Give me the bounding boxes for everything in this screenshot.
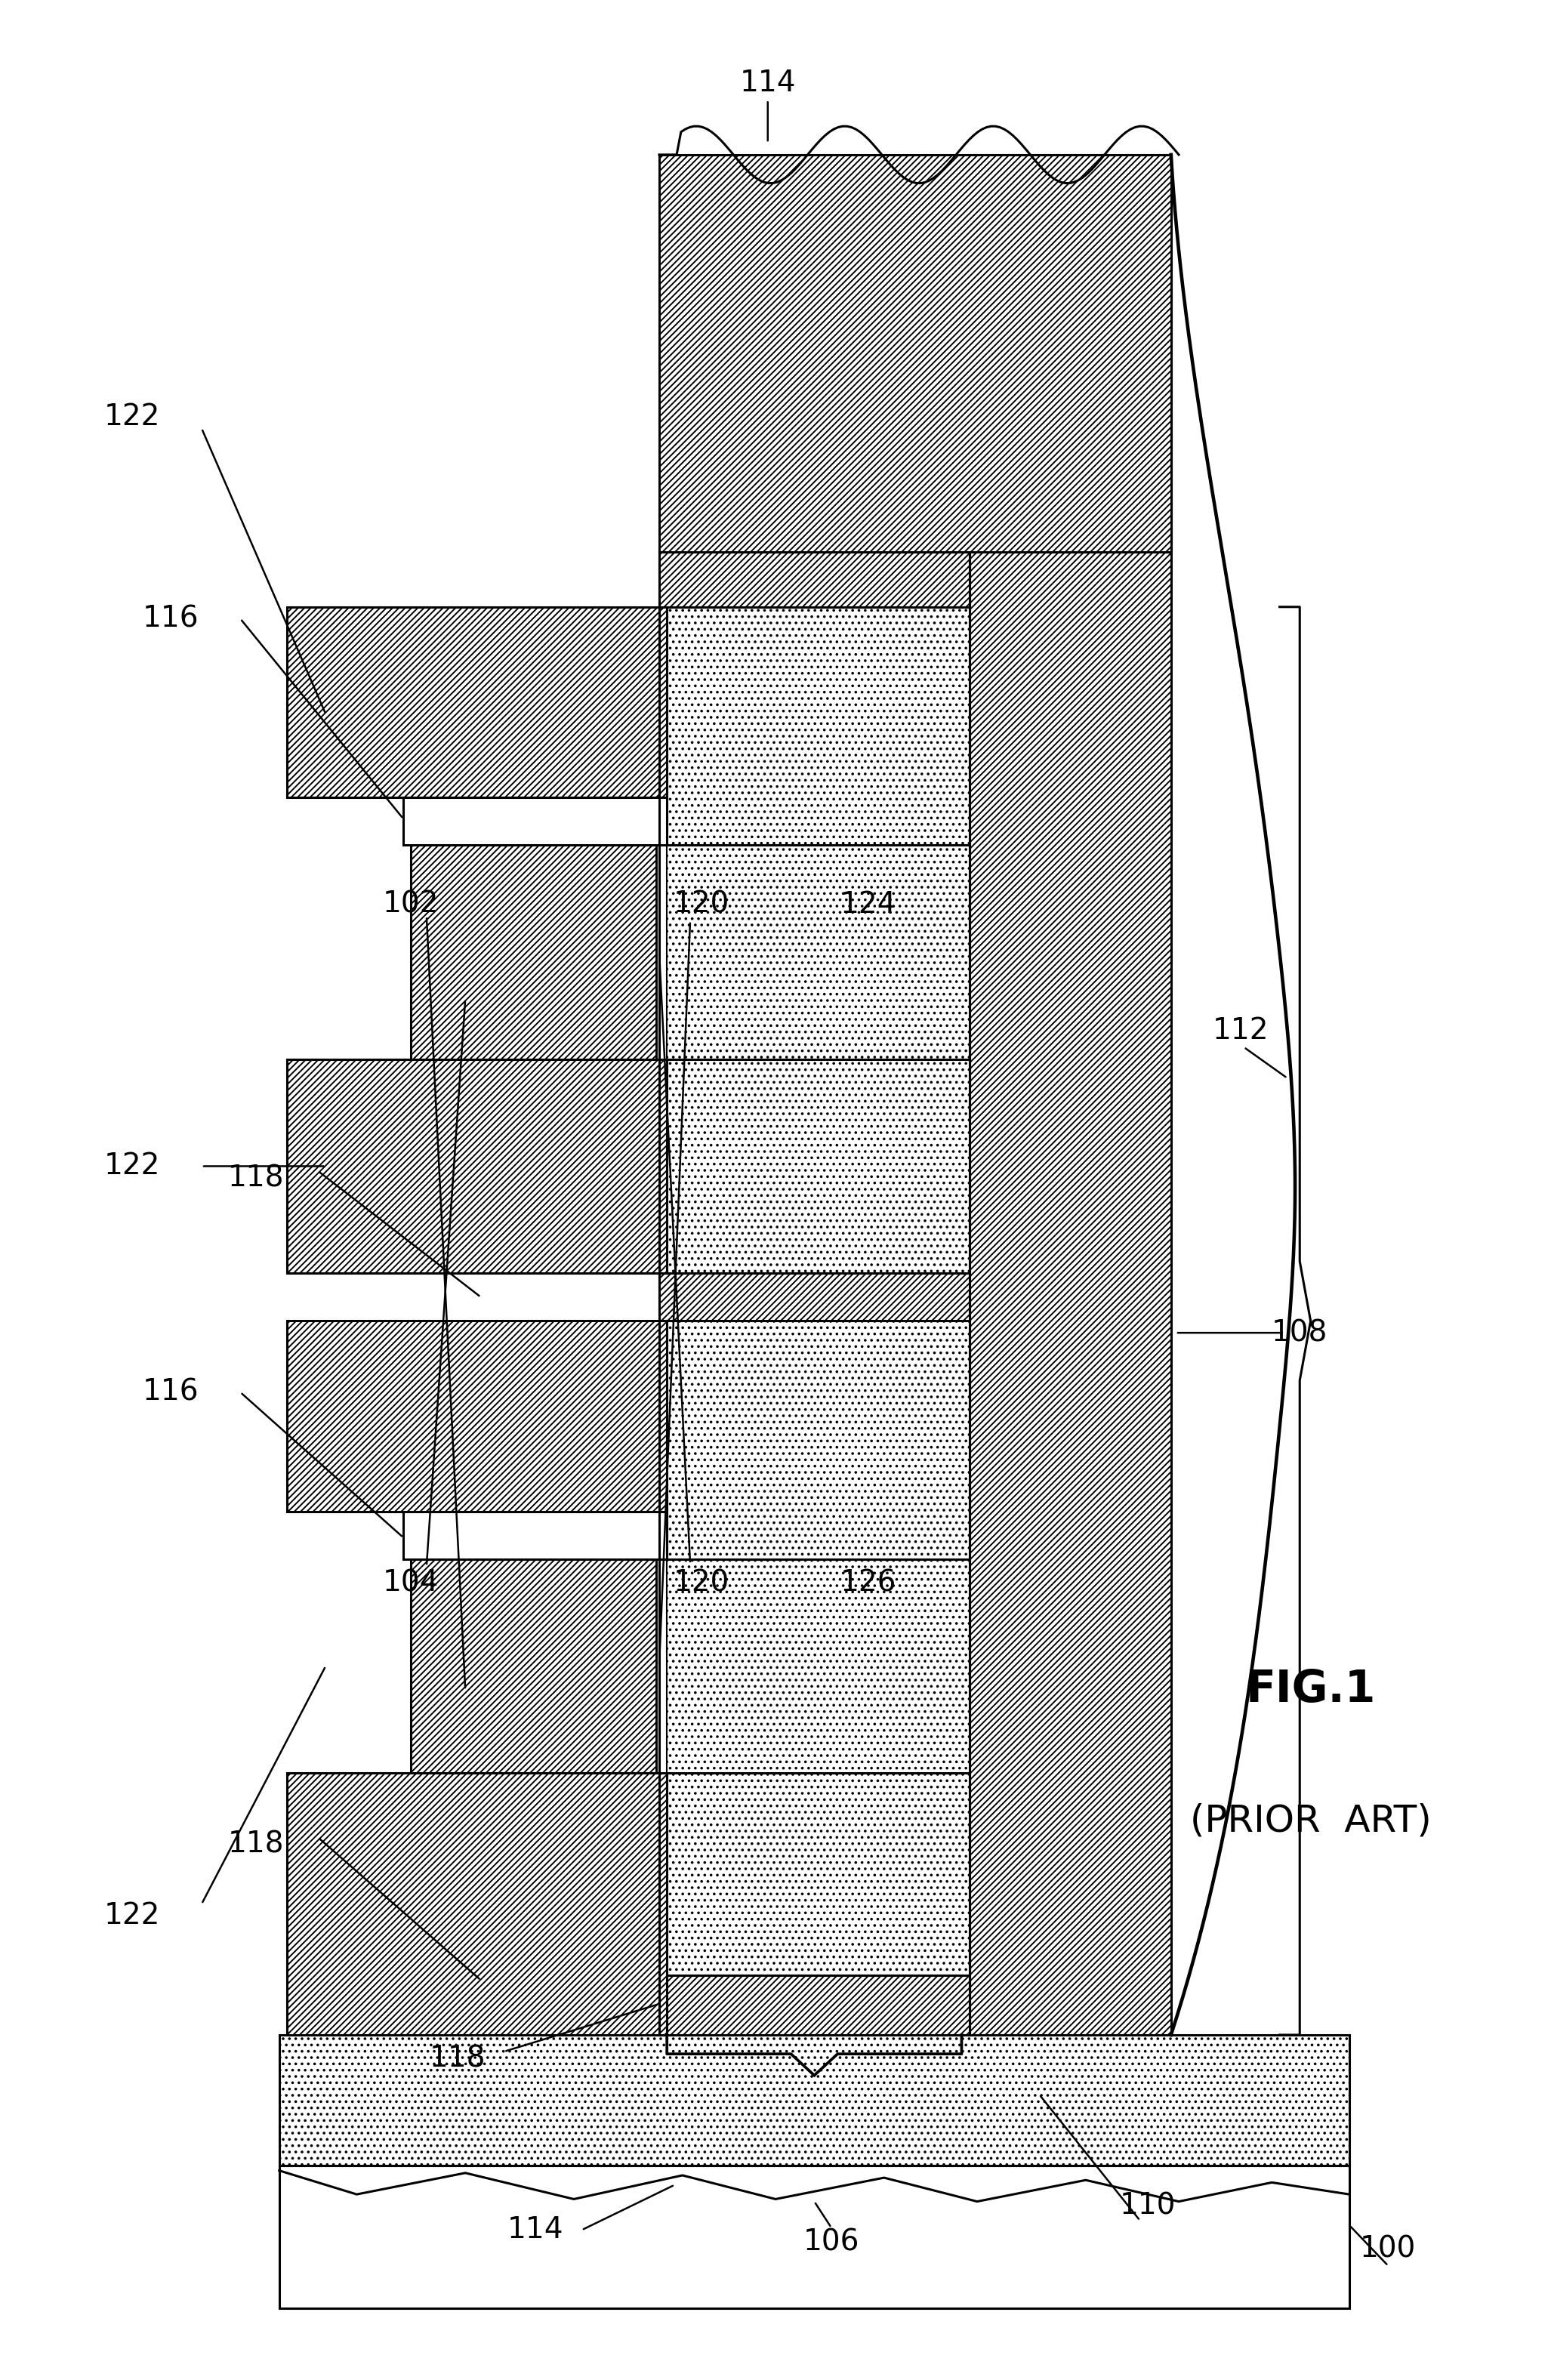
Text: 120: 120 xyxy=(673,890,729,919)
Bar xyxy=(411,1535,656,1797)
Bar xyxy=(659,1059,969,1273)
Text: 116: 116 xyxy=(143,1378,199,1407)
Bar xyxy=(659,1273,969,1321)
Bar xyxy=(659,1559,969,1773)
Text: 100: 100 xyxy=(1360,2235,1416,2263)
Text: 114: 114 xyxy=(507,2216,563,2244)
Text: 126: 126 xyxy=(841,1568,896,1597)
Text: FIG.1: FIG.1 xyxy=(1245,1668,1376,1711)
Text: 118: 118 xyxy=(430,2044,485,2073)
Text: (PRIOR  ART): (PRIOR ART) xyxy=(1190,1802,1432,1840)
Text: 112: 112 xyxy=(1213,1016,1269,1045)
Text: 122: 122 xyxy=(104,402,160,431)
Bar xyxy=(659,1321,969,1559)
Bar xyxy=(403,797,667,845)
Bar xyxy=(659,155,1171,552)
Bar xyxy=(287,1321,667,1511)
Bar xyxy=(287,1059,667,1273)
Text: 116: 116 xyxy=(143,605,199,633)
Bar xyxy=(659,845,969,1059)
Bar xyxy=(659,1773,969,2035)
Text: 120: 120 xyxy=(673,1568,729,1597)
Text: 118: 118 xyxy=(228,1830,284,1859)
Bar xyxy=(411,821,656,1083)
Bar xyxy=(659,1975,969,2035)
Bar xyxy=(287,607,667,797)
Bar xyxy=(659,552,969,607)
Bar xyxy=(279,2035,1349,2166)
Bar xyxy=(656,809,667,1095)
Text: 118: 118 xyxy=(228,1164,284,1192)
Bar xyxy=(656,1523,667,1809)
Bar xyxy=(659,607,969,845)
Bar xyxy=(287,1773,667,2035)
Text: 122: 122 xyxy=(104,1902,160,1930)
Text: 122: 122 xyxy=(104,1152,160,1180)
Text: 108: 108 xyxy=(1272,1319,1328,1347)
Text: 114: 114 xyxy=(740,69,796,98)
Text: 106: 106 xyxy=(803,2228,859,2256)
Text: 104: 104 xyxy=(383,1568,439,1597)
Text: 102: 102 xyxy=(383,890,439,919)
Text: 124: 124 xyxy=(841,890,896,919)
Bar xyxy=(279,2166,1349,2309)
Bar xyxy=(969,155,1171,2035)
Bar xyxy=(403,1511,667,1559)
Text: 110: 110 xyxy=(1120,2192,1176,2221)
